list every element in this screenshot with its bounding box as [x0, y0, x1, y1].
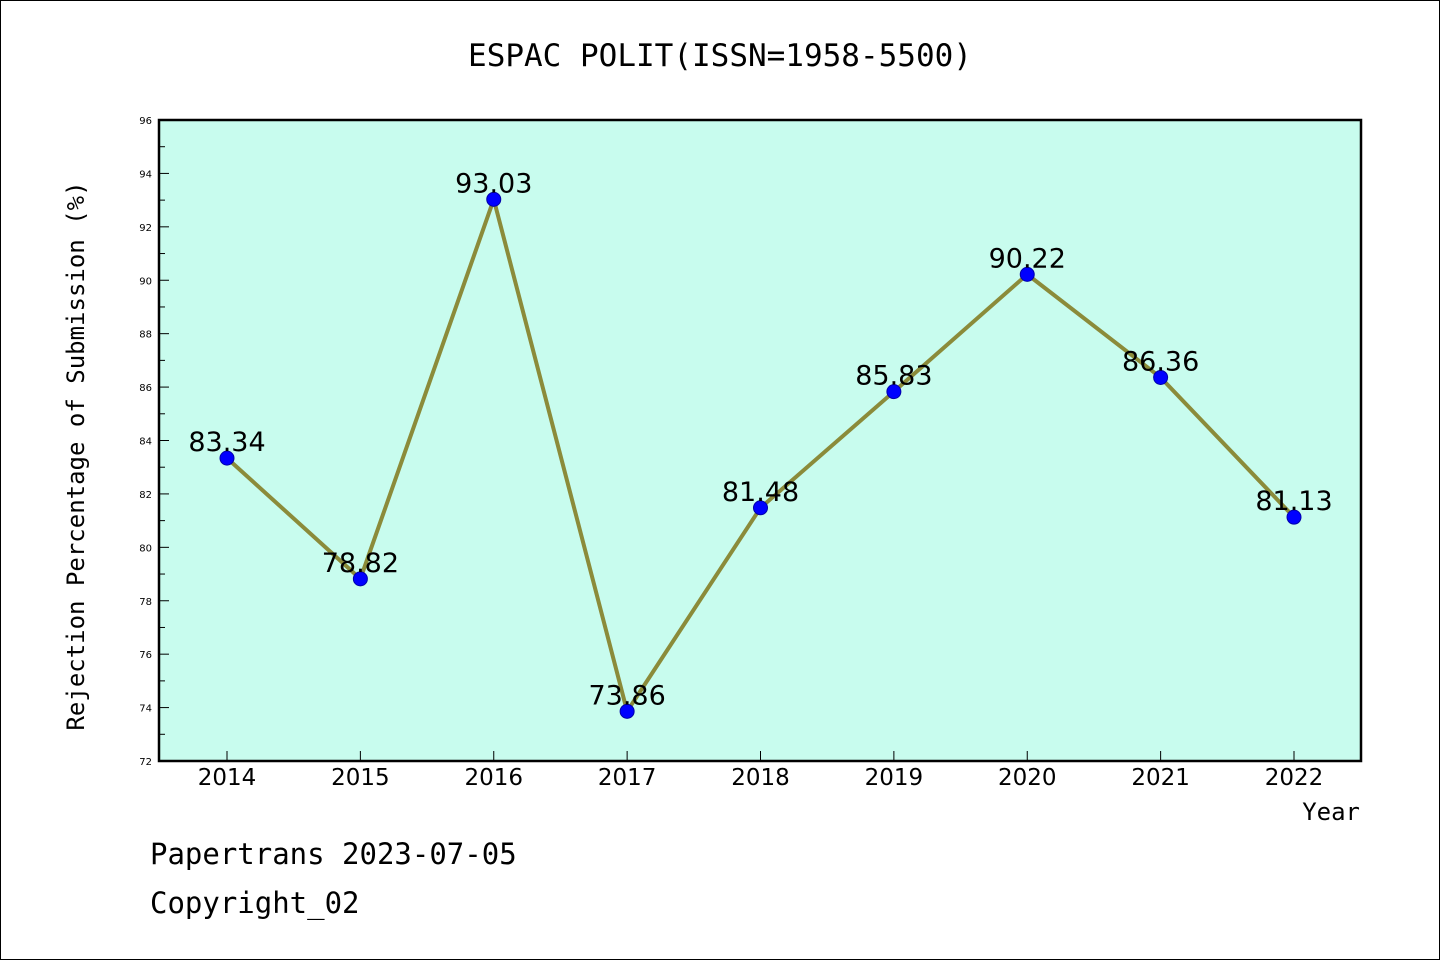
- x-tick-label: 2016: [464, 765, 523, 791]
- y-axis-ticks: 72 74 76 78 80 82 84 86 88 90 92 94 96: [139, 116, 169, 768]
- footer-copyright: Copyright_02: [150, 886, 360, 921]
- data-label: 93.03: [455, 168, 532, 199]
- plot-area: [159, 120, 1361, 761]
- x-tick-label: 2019: [865, 765, 924, 791]
- data-point: [1019, 266, 1035, 282]
- data-label: 81.13: [1255, 486, 1332, 517]
- x-tick-label: 2015: [331, 765, 390, 791]
- x-tick-label: 2021: [1131, 765, 1190, 791]
- x-tick-label: 2017: [598, 765, 657, 791]
- y-tick-label: 80: [139, 543, 152, 554]
- y-tick-label: 84: [139, 437, 152, 448]
- y-tick-label: 94: [139, 169, 152, 180]
- y-tick-label: 72: [139, 757, 152, 768]
- data-label: 83.34: [188, 427, 265, 458]
- data-label: 78.82: [322, 548, 399, 579]
- y-tick-label: 76: [139, 650, 152, 661]
- data-point: [219, 450, 235, 466]
- data-point: [1286, 509, 1302, 525]
- data-label: 86.36: [1122, 346, 1199, 377]
- x-axis-label: Year: [1302, 798, 1360, 826]
- data-point: [352, 571, 368, 587]
- data-point: [753, 500, 768, 516]
- x-tick-label: 2022: [1265, 765, 1324, 791]
- y-axis-label: Rejection Percentage of Submission (%): [62, 181, 90, 730]
- data-label: 90.22: [989, 243, 1066, 274]
- y-tick-label: 88: [139, 330, 152, 341]
- y-tick-label: 82: [139, 490, 152, 501]
- chart-title: ESPAC POLIT(ISSN=1958-5500): [468, 38, 972, 74]
- y-tick-label: 90: [139, 276, 152, 287]
- y-tick-label: 92: [139, 223, 152, 234]
- y-tick-label: 78: [139, 597, 152, 608]
- y-tick-label: 86: [139, 383, 152, 394]
- data-label: 81.48: [722, 477, 799, 508]
- data-label: 73.86: [588, 680, 665, 711]
- x-tick-label: 2018: [731, 765, 790, 791]
- data-series: 83.34 78.82 93.03 73.86 81.48 85.83 90.22 86.36…: [188, 168, 1333, 719]
- data-point: [619, 703, 635, 719]
- data-label: 85.83: [855, 361, 932, 392]
- x-tick-label: 2014: [198, 765, 257, 791]
- data-point: [886, 384, 902, 400]
- x-tick-label: 2020: [998, 765, 1057, 791]
- x-axis-ticks: 2014 2015 2016 2017 2018 2019 2020 2021 2022: [198, 751, 1324, 791]
- plot-border: [157, 118, 1363, 763]
- data-point: [486, 191, 502, 207]
- footer-date: Papertrans 2023-07-05: [150, 837, 517, 871]
- y-tick-label: 96: [139, 116, 152, 127]
- y-tick-label: 74: [139, 704, 152, 715]
- data-point: [1153, 369, 1169, 385]
